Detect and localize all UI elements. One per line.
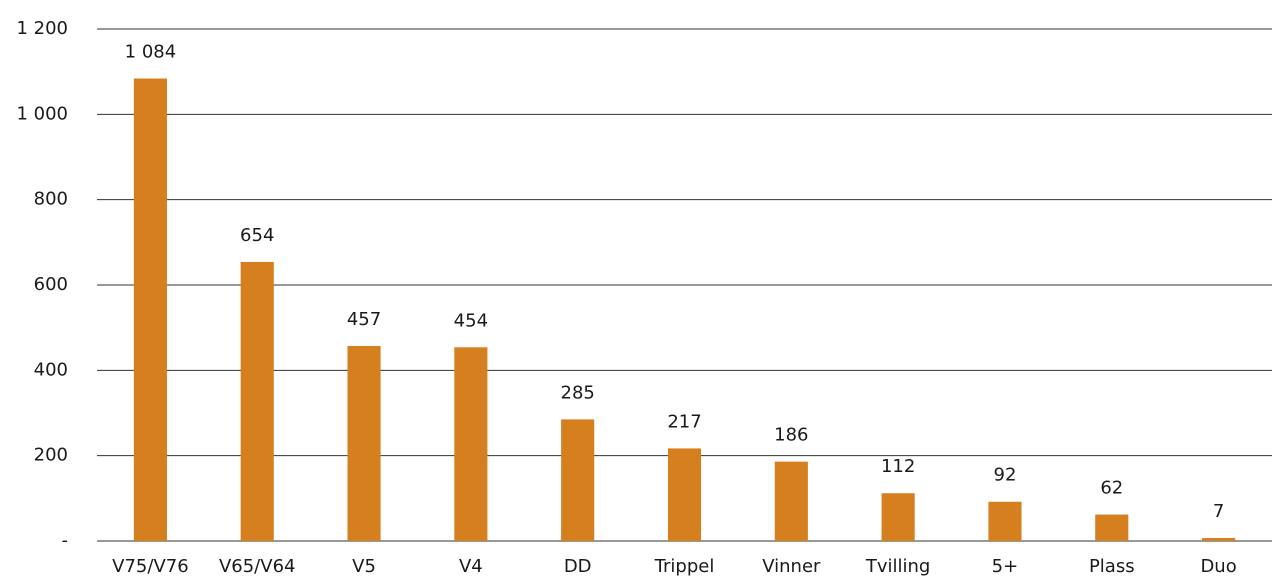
value-label: 186 [774,425,808,446]
value-label: 62 [1100,478,1123,499]
bar [133,78,167,541]
x-tick-label: Vinner [762,556,821,577]
y-tick-label: 800 [34,189,68,210]
y-tick-label: 1 200 [16,18,68,39]
value-label: 457 [347,309,381,330]
bar [988,501,1022,541]
x-tick-label: Duo [1200,556,1236,577]
y-tick-label: 400 [34,359,68,380]
x-tick-label: Plass [1089,556,1135,577]
bar [881,493,915,541]
value-label: 454 [454,310,488,331]
bar [1095,514,1129,541]
x-tick-label: 5+ [992,556,1019,577]
y-tick-label: - [62,530,69,551]
value-label: 217 [667,411,701,432]
y-tick-label: 200 [34,445,68,466]
bar [347,346,381,541]
bar [774,461,808,541]
x-tick-label: DD [564,556,592,577]
x-tick-label: V65/V64 [219,556,296,577]
y-tick-label: 1 000 [16,103,68,124]
y-tick-label: 600 [34,274,68,295]
value-label: 92 [994,465,1017,486]
x-tick-label: V4 [459,556,483,577]
value-label: 654 [240,225,274,246]
value-label: 7 [1213,501,1224,522]
x-tick-label: V75/V76 [112,556,189,577]
x-tick-label: Tvilling [865,556,931,577]
bar [454,347,488,541]
bar [561,419,595,541]
value-label: 1 084 [125,41,177,62]
bar [240,261,274,541]
value-label: 285 [561,382,595,403]
bar [1202,538,1236,541]
x-tick-label: V5 [352,556,376,577]
bar [667,448,702,541]
value-label: 112 [881,456,915,477]
x-tick-label: Trippel [654,556,715,577]
